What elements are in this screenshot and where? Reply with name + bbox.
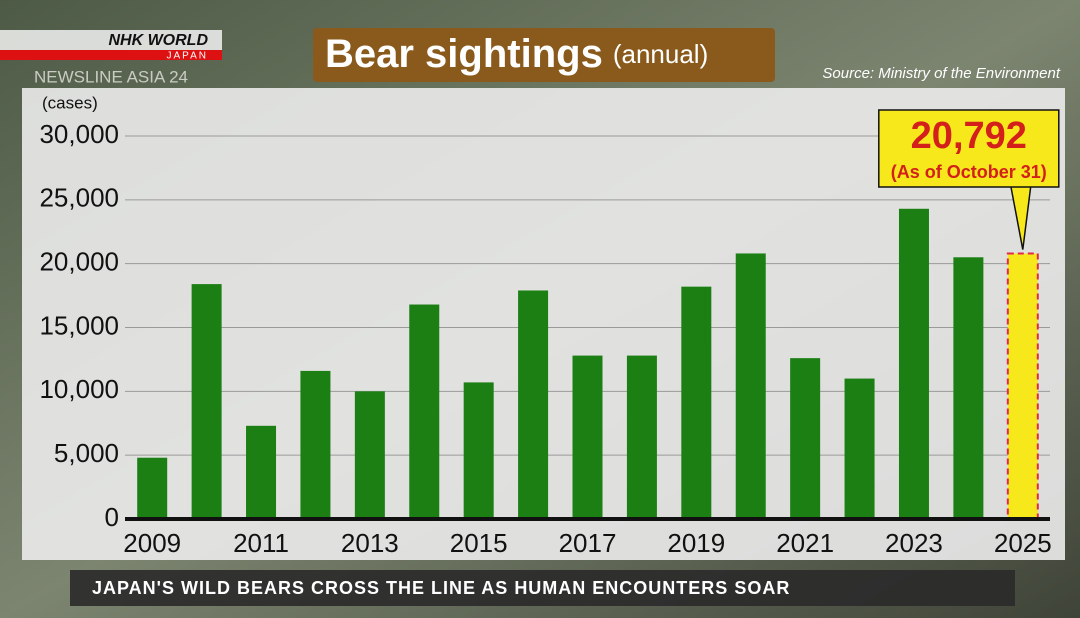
bar — [953, 257, 984, 519]
x-tick-label: 2019 — [667, 528, 725, 558]
headline-bar — [70, 570, 1015, 606]
x-tick-label: 2013 — [341, 528, 399, 558]
chart-title: Bear sightings (annual) — [325, 32, 708, 76]
y-tick-label: 10,000 — [39, 374, 119, 404]
bar — [844, 378, 875, 519]
source: Source: Ministry of the Environment — [822, 65, 1060, 82]
subtitle: (annual) — [613, 39, 708, 69]
bar — [354, 391, 385, 519]
y-tick-label: 15,000 — [39, 310, 119, 340]
network: NHK WORLD — [108, 32, 208, 49]
y-tick-label: 5,000 — [54, 438, 119, 468]
annotation: (As of October 31) — [891, 162, 1047, 182]
bar — [572, 355, 603, 519]
y-axis-label: (cases) — [42, 93, 98, 112]
program: NEWSLINE ASIA 24 — [34, 67, 188, 86]
bar — [246, 425, 277, 519]
y-tick-label: 30,000 — [39, 119, 119, 149]
x-tick-label: 2025 — [994, 528, 1052, 558]
callout-box — [878, 109, 1060, 188]
logo-band — [0, 50, 222, 60]
x-tick-label: 2015 — [450, 528, 508, 558]
x-tick-label: 2011 — [233, 528, 289, 558]
x-tick-label: 2023 — [885, 528, 943, 558]
bar — [1006, 252, 1039, 520]
bar — [735, 253, 766, 519]
x-tick-label: 2009 — [123, 528, 181, 558]
title: Bear sightings — [325, 32, 603, 76]
bar — [463, 382, 494, 519]
y-tick-label: 0 — [105, 502, 119, 532]
data-label: 20,792 — [911, 115, 1027, 157]
x-tick-label: 2017 — [559, 528, 617, 558]
bar — [626, 355, 657, 519]
y-tick-label: 20,000 — [39, 247, 119, 277]
bar — [898, 208, 929, 519]
bar — [681, 286, 712, 519]
title-box — [313, 28, 775, 82]
bar — [300, 370, 331, 519]
bar — [191, 284, 222, 519]
region: JAPAN — [167, 51, 209, 62]
x-tick-label: 2021 — [776, 528, 834, 558]
bar — [518, 290, 549, 519]
bar — [137, 457, 168, 519]
bar — [409, 304, 440, 519]
y-tick-label: 25,000 — [39, 183, 119, 213]
bar — [790, 358, 821, 519]
headline: JAPAN'S WILD BEARS CROSS THE LINE AS HUM… — [92, 578, 790, 598]
